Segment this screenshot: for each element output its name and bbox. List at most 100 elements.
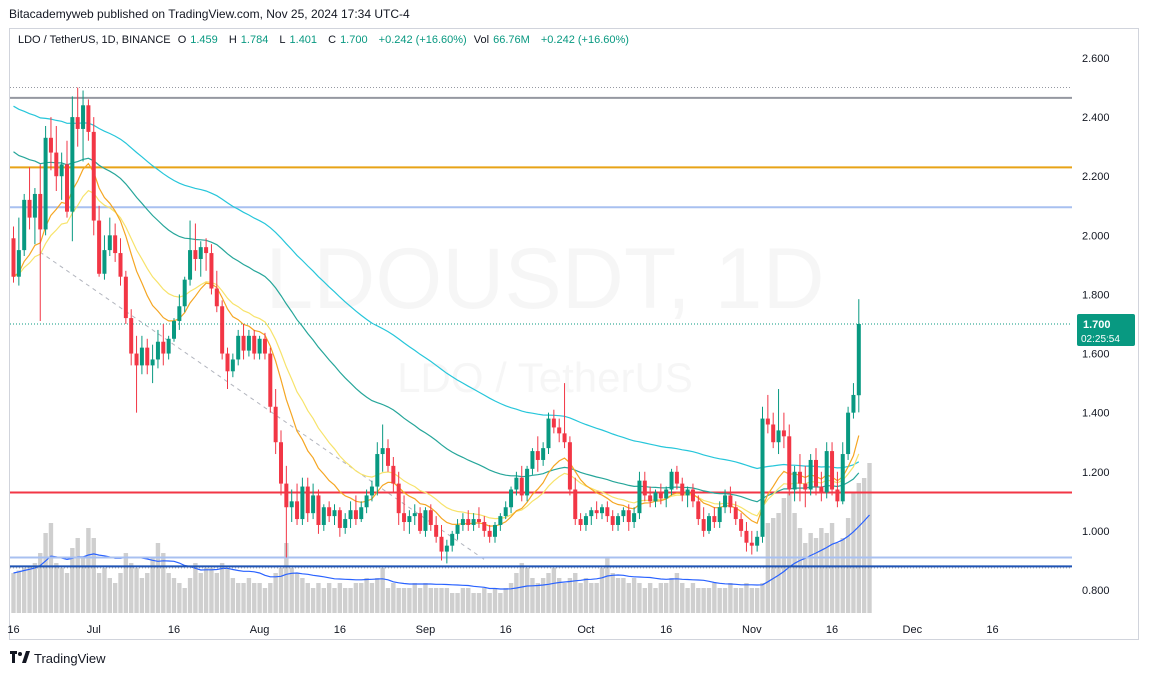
- candle-body: [476, 519, 481, 523]
- candle-body: [771, 424, 776, 443]
- candle-body: [182, 279, 187, 307]
- volume-bar: [326, 583, 332, 613]
- candle-body: [755, 536, 760, 546]
- candle-body: [343, 519, 348, 528]
- volume-bar: [16, 570, 22, 613]
- volume-bar: [631, 578, 637, 613]
- trendline[interactable]: [39, 251, 486, 561]
- legend-volume: Vol 66.76M: [473, 34, 530, 46]
- candle-body: [150, 359, 155, 366]
- volume-bar: [476, 593, 482, 613]
- volume-bar: [669, 578, 674, 613]
- candle-body: [172, 321, 176, 339]
- volume-bar: [305, 583, 310, 613]
- volume-bar: [583, 578, 589, 613]
- volume-bar: [637, 583, 642, 613]
- candle-body: [188, 250, 193, 280]
- y-tick-label: 2.600: [1082, 53, 1110, 65]
- candle-body: [359, 507, 364, 520]
- volume-bar: [161, 553, 166, 613]
- legend-symbol[interactable]: LDO / TetherUS, 1D, BINANCE: [18, 34, 171, 46]
- candle-body: [268, 353, 273, 407]
- candle-body: [369, 486, 374, 496]
- volume-bar: [599, 568, 605, 613]
- candle-body: [824, 451, 829, 493]
- candle-body: [567, 442, 572, 490]
- candle-body: [434, 524, 439, 537]
- candle-body: [830, 451, 835, 490]
- volume-bar: [107, 578, 112, 613]
- candle-body: [808, 459, 813, 490]
- candle-body: [407, 516, 412, 523]
- volume-bar: [642, 588, 647, 613]
- x-tick-label: Jul: [87, 624, 101, 636]
- volume-bar: [300, 578, 305, 613]
- last-price-label: 1.700 02:25:54: [1077, 314, 1135, 346]
- volume-bar: [557, 578, 562, 613]
- volume-bar: [840, 538, 845, 613]
- chart-legend: LDO / TetherUS, 1D, BINANCE O 1.459 H 1.78…: [18, 34, 633, 46]
- volume-bar: [760, 583, 765, 613]
- candle-body: [840, 454, 845, 502]
- candle-body: [305, 486, 310, 514]
- x-tick-label: Sep: [416, 624, 436, 636]
- candle-body: [327, 507, 332, 517]
- candle-body: [707, 516, 711, 531]
- candle-body: [300, 486, 305, 520]
- volume-bar: [754, 588, 760, 613]
- volume-bar: [145, 573, 150, 613]
- x-tick-label: 16: [500, 624, 512, 636]
- volume-bar: [102, 568, 107, 613]
- volume-bar: [412, 583, 417, 613]
- volume-bar: [219, 563, 225, 613]
- y-tick-label: 1.400: [1082, 408, 1110, 420]
- volume-bar: [867, 463, 872, 613]
- candle-body: [22, 199, 27, 251]
- candle-body: [155, 341, 160, 360]
- ma-orange-line: [13, 162, 860, 527]
- tradingview-logo[interactable]: TradingView: [10, 651, 106, 666]
- y-tick-label: 1.000: [1082, 526, 1110, 538]
- volume-bar: [75, 538, 80, 613]
- candle-body: [97, 220, 102, 274]
- candle-body: [412, 513, 417, 517]
- volume-bar: [428, 588, 433, 613]
- volume-bar: [487, 593, 492, 613]
- candle-body: [391, 465, 396, 484]
- candle-body: [220, 306, 225, 354]
- candle-body: [241, 335, 246, 351]
- volume-bar: [776, 513, 781, 613]
- candle-body: [541, 448, 546, 460]
- candle-body: [332, 510, 337, 517]
- volume-bar: [187, 578, 193, 613]
- volume-bar: [332, 588, 337, 613]
- legend-open: O 1.459: [177, 34, 218, 46]
- volume-bar: [824, 533, 829, 613]
- candle-body: [402, 513, 407, 523]
- candle-body: [27, 199, 32, 218]
- chart-frame[interactable]: [9, 28, 1139, 640]
- watermark-main: LDOUSDT, 1D: [265, 231, 824, 327]
- candle-body: [450, 533, 455, 546]
- publisher-line: Bitacademyweb published on TradingView.c…: [9, 7, 410, 21]
- volume-bar: [514, 573, 519, 613]
- candle-body: [279, 442, 283, 484]
- candle-body: [396, 483, 401, 514]
- volume-bar: [268, 583, 273, 613]
- candle-body: [273, 406, 278, 443]
- tv-logo-icon: [10, 651, 30, 666]
- candle-body: [717, 507, 722, 523]
- volume-bar: [262, 588, 268, 613]
- volume-bar: [385, 588, 391, 613]
- volume-bar: [343, 588, 348, 613]
- candle-body: [546, 418, 551, 449]
- logo-text: TradingView: [34, 651, 106, 666]
- volume-bar: [685, 588, 690, 613]
- volume-bar: [658, 583, 664, 613]
- volume-bar: [193, 563, 198, 613]
- y-tick-label: 2.200: [1082, 171, 1110, 183]
- volume-bar: [209, 568, 214, 613]
- candle-body: [594, 510, 599, 514]
- volume-bar: [578, 583, 583, 613]
